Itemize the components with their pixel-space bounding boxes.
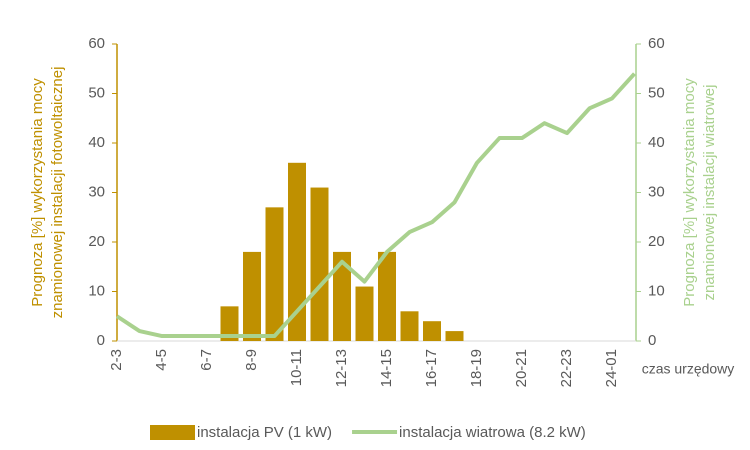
y-tick-label: 40 xyxy=(88,134,105,151)
x-tick-label: 12-13 xyxy=(333,349,350,387)
x-tick-label: 24-01 xyxy=(603,349,620,387)
y2-tick-label: 10 xyxy=(648,282,665,299)
bar xyxy=(423,321,441,341)
bar xyxy=(220,306,239,341)
x-tick-label: 8-9 xyxy=(243,349,260,371)
bar xyxy=(243,251,261,341)
x-tick-label: 6-7 xyxy=(198,349,215,371)
y-axis-title: Prognoza [%] wykorzystania mocy xyxy=(29,78,46,307)
y2-tick-label: 30 xyxy=(648,183,665,200)
bar xyxy=(333,251,351,341)
y2-axis-title: Prognoza [%] wykorzystania mocy xyxy=(681,78,698,307)
bar xyxy=(265,207,284,341)
legend-label: instalacja wiatrowa (8.2 kW) xyxy=(399,424,586,441)
y2-tick-label: 0 xyxy=(648,332,656,349)
y-tick-label: 10 xyxy=(88,282,105,299)
y-tick-label: 0 xyxy=(97,332,105,349)
x-axis-title: czas urzędowy xyxy=(642,361,735,377)
x-tick-label: 22-23 xyxy=(558,349,575,387)
y-axis-title: znamionowej instalacji fotowoltaicznej xyxy=(49,67,66,319)
y2-tick-label: 50 xyxy=(648,84,665,101)
x-tick-label: 14-15 xyxy=(378,349,395,387)
legend-swatch xyxy=(150,425,195,440)
y-tick-label: 60 xyxy=(88,35,105,52)
x-tick-label: 18-19 xyxy=(468,349,485,387)
x-tick-label: 2-3 xyxy=(108,349,125,371)
y2-tick-label: 20 xyxy=(648,233,665,250)
bar xyxy=(355,286,374,341)
x-tick-label: 4-5 xyxy=(153,349,170,371)
line xyxy=(115,72,636,339)
y2-tick-label: 40 xyxy=(648,134,665,151)
bar xyxy=(400,311,419,341)
x-tick-label: 16-17 xyxy=(423,349,440,387)
bar xyxy=(310,187,329,341)
y2-axis-title: znamionowej instalacji wiatrowej xyxy=(701,85,718,301)
bar xyxy=(445,331,464,341)
bar xyxy=(378,251,396,341)
bar xyxy=(288,162,306,341)
y-tick-label: 30 xyxy=(88,183,105,200)
y-tick-label: 50 xyxy=(88,84,105,101)
legend-label: instalacja PV (1 kW) xyxy=(197,424,332,441)
y2-tick-label: 60 xyxy=(648,35,665,52)
x-tick-label: 20-21 xyxy=(513,349,530,387)
y-tick-label: 20 xyxy=(88,233,105,250)
x-tick-label: 10-11 xyxy=(288,349,305,386)
